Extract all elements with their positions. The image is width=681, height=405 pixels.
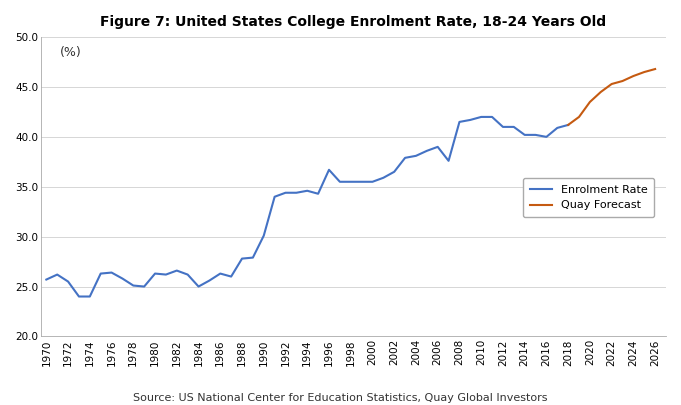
Enrolment Rate bbox=[238, 256, 246, 261]
Enrolment Rate bbox=[42, 277, 50, 282]
Enrolment Rate bbox=[466, 117, 475, 122]
Legend: Enrolment Rate, Quay Forecast: Enrolment Rate, Quay Forecast bbox=[523, 178, 654, 217]
Quay Forecast bbox=[564, 122, 572, 127]
Enrolment Rate bbox=[488, 115, 496, 119]
Enrolment Rate bbox=[173, 268, 181, 273]
Enrolment Rate bbox=[292, 190, 300, 195]
Enrolment Rate bbox=[499, 124, 507, 129]
Enrolment Rate bbox=[368, 179, 377, 184]
Enrolment Rate bbox=[184, 272, 192, 277]
Quay Forecast bbox=[575, 115, 583, 119]
Enrolment Rate bbox=[64, 279, 72, 284]
Enrolment Rate bbox=[303, 188, 311, 193]
Enrolment Rate bbox=[336, 179, 344, 184]
Quay Forecast bbox=[640, 70, 648, 75]
Enrolment Rate bbox=[162, 272, 170, 277]
Enrolment Rate bbox=[118, 276, 127, 281]
Enrolment Rate bbox=[553, 126, 561, 130]
Enrolment Rate bbox=[445, 158, 453, 163]
Enrolment Rate bbox=[216, 271, 224, 276]
Enrolment Rate bbox=[358, 179, 366, 184]
Enrolment Rate bbox=[390, 169, 398, 174]
Quay Forecast bbox=[629, 74, 637, 79]
Enrolment Rate bbox=[281, 190, 289, 195]
Enrolment Rate bbox=[227, 274, 235, 279]
Enrolment Rate bbox=[108, 270, 116, 275]
Text: (%): (%) bbox=[60, 46, 82, 59]
Enrolment Rate bbox=[195, 284, 203, 289]
Enrolment Rate bbox=[477, 115, 486, 119]
Enrolment Rate bbox=[456, 119, 464, 124]
Quay Forecast bbox=[607, 81, 616, 86]
Enrolment Rate bbox=[509, 124, 518, 129]
Enrolment Rate bbox=[412, 153, 420, 158]
Quay Forecast bbox=[597, 90, 605, 94]
Enrolment Rate bbox=[314, 191, 322, 196]
Enrolment Rate bbox=[75, 294, 83, 299]
Enrolment Rate bbox=[97, 271, 105, 276]
Enrolment Rate bbox=[140, 284, 148, 289]
Enrolment Rate bbox=[151, 271, 159, 276]
Enrolment Rate bbox=[205, 278, 213, 283]
Quay Forecast bbox=[618, 79, 627, 83]
Quay Forecast bbox=[651, 66, 659, 71]
Enrolment Rate bbox=[86, 294, 94, 299]
Enrolment Rate bbox=[564, 122, 572, 127]
Text: Source: US National Center for Education Statistics, Quay Global Investors: Source: US National Center for Education… bbox=[133, 393, 548, 403]
Quay Forecast bbox=[586, 100, 594, 104]
Enrolment Rate bbox=[347, 179, 355, 184]
Line: Quay Forecast: Quay Forecast bbox=[568, 69, 655, 125]
Line: Enrolment Rate: Enrolment Rate bbox=[46, 117, 568, 296]
Enrolment Rate bbox=[129, 283, 138, 288]
Enrolment Rate bbox=[542, 134, 550, 139]
Enrolment Rate bbox=[423, 148, 431, 153]
Enrolment Rate bbox=[379, 175, 387, 180]
Enrolment Rate bbox=[259, 233, 268, 238]
Enrolment Rate bbox=[325, 167, 333, 172]
Enrolment Rate bbox=[249, 255, 257, 260]
Enrolment Rate bbox=[434, 145, 442, 149]
Enrolment Rate bbox=[401, 156, 409, 160]
Enrolment Rate bbox=[53, 272, 61, 277]
Title: Figure 7: United States College Enrolment Rate, 18-24 Years Old: Figure 7: United States College Enrolmen… bbox=[100, 15, 607, 29]
Enrolment Rate bbox=[531, 132, 539, 137]
Enrolment Rate bbox=[520, 132, 528, 137]
Enrolment Rate bbox=[270, 194, 279, 199]
